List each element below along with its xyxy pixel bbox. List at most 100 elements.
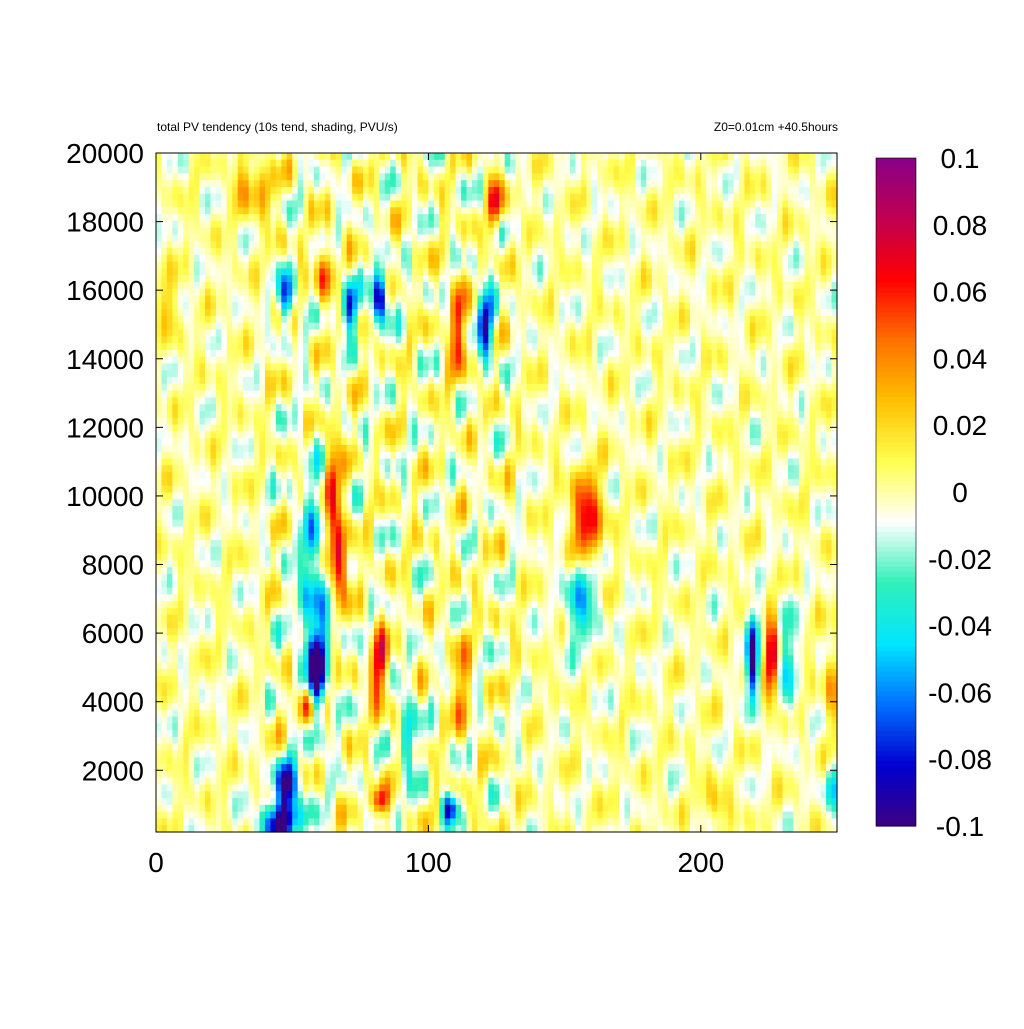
heatmap-cell [172, 214, 179, 222]
heatmap-cell [292, 295, 299, 303]
heatmap-cell [319, 363, 326, 371]
heatmap-cell [324, 193, 331, 202]
heatmap-cell [390, 220, 397, 229]
heatmap-cell [373, 173, 380, 181]
heatmap-cell [728, 173, 735, 181]
heatmap-cell [760, 288, 767, 297]
heatmap-cell [335, 180, 342, 188]
heatmap-cell [782, 275, 789, 283]
heatmap-cell [439, 268, 446, 276]
heatmap-cell [537, 207, 544, 215]
heatmap-cell [363, 377, 370, 385]
heatmap-cell [542, 377, 549, 385]
heatmap-cell [297, 214, 304, 222]
heatmap-cell [248, 390, 255, 399]
heatmap-cell [826, 234, 833, 242]
heatmap-cell [755, 180, 762, 188]
heatmap-cell [477, 200, 484, 208]
heatmap-cell [363, 173, 370, 181]
heatmap-cell [270, 268, 277, 276]
heatmap-cell [619, 180, 626, 188]
heatmap-cell [335, 153, 342, 161]
heatmap-cell [613, 275, 620, 283]
heatmap-cell [275, 295, 282, 303]
heatmap-cell [221, 227, 228, 236]
heatmap-cell [510, 248, 517, 256]
heatmap-cell [401, 370, 408, 378]
heatmap-cell [755, 309, 762, 317]
heatmap-cell [537, 370, 544, 378]
heatmap-cell [602, 309, 609, 317]
heatmap-cell [646, 254, 653, 263]
heatmap-cell [744, 383, 751, 392]
heatmap-cell [243, 322, 250, 331]
heatmap-cell [766, 404, 773, 412]
heatmap-cell [450, 329, 457, 337]
heatmap-cell [798, 397, 805, 405]
heatmap-cell [352, 404, 359, 412]
heatmap-cell [166, 248, 173, 256]
heatmap-cell [188, 417, 195, 426]
heatmap-cell [635, 282, 642, 290]
heatmap-cell [221, 377, 228, 385]
heatmap-cell [303, 315, 310, 324]
heatmap-cell [815, 254, 822, 263]
heatmap-cell [324, 349, 331, 358]
heatmap-cell [466, 404, 473, 412]
heatmap-cell [793, 343, 800, 351]
heatmap-cell [504, 288, 511, 297]
heatmap-cell [733, 417, 740, 426]
heatmap-cell [308, 248, 315, 256]
heatmap-cell [793, 254, 800, 263]
heatmap-cell [548, 173, 555, 181]
heatmap-cell [188, 397, 195, 405]
heatmap-cell [777, 309, 784, 317]
heatmap-cell [553, 377, 560, 385]
heatmap-cell [711, 349, 718, 358]
heatmap-cell [831, 309, 838, 317]
heatmap-cell [787, 254, 795, 263]
heatmap-cell [412, 193, 419, 202]
heatmap-cell [760, 356, 767, 365]
heatmap-cell [575, 343, 582, 351]
heatmap-cell [689, 343, 696, 351]
heatmap-cell [352, 261, 359, 270]
heatmap-cell [183, 404, 190, 412]
heatmap-cell [488, 241, 495, 249]
heatmap-cell [809, 220, 816, 229]
heatmap-cell [744, 302, 751, 310]
heatmap-cell [646, 200, 653, 208]
heatmap-cell [270, 417, 277, 426]
heatmap-cell [559, 153, 566, 161]
heatmap-cell [728, 383, 735, 392]
heatmap-cell [689, 254, 696, 263]
heatmap-cell [771, 417, 778, 426]
heatmap-cell [395, 288, 402, 297]
heatmap-cell [390, 282, 397, 290]
heatmap-cell [352, 186, 359, 195]
heatmap-cell [341, 254, 348, 263]
heatmap-cell [515, 282, 522, 290]
heatmap-cell [379, 295, 386, 303]
heatmap-cell [319, 288, 326, 297]
heatmap-cell [679, 173, 686, 181]
heatmap-cell [477, 370, 484, 378]
heatmap-cell [482, 390, 489, 399]
heatmap-cell [602, 173, 609, 181]
heatmap-cell [591, 268, 598, 276]
heatmap-cell [629, 343, 637, 351]
heatmap-cell [433, 356, 440, 365]
heatmap-cell [455, 200, 462, 208]
heatmap-cell [651, 234, 658, 242]
heatmap-cell [668, 200, 675, 208]
heatmap-cell [172, 363, 179, 371]
heatmap-cell [597, 302, 604, 310]
heatmap-cell [188, 166, 195, 174]
heatmap-cell [161, 377, 168, 385]
heatmap-cell [232, 390, 239, 399]
heatmap-cell [504, 153, 511, 161]
heatmap-cell [826, 377, 833, 385]
heatmap-cell [493, 336, 500, 344]
heatmap-cell [738, 268, 745, 276]
heatmap-cell [433, 397, 440, 405]
